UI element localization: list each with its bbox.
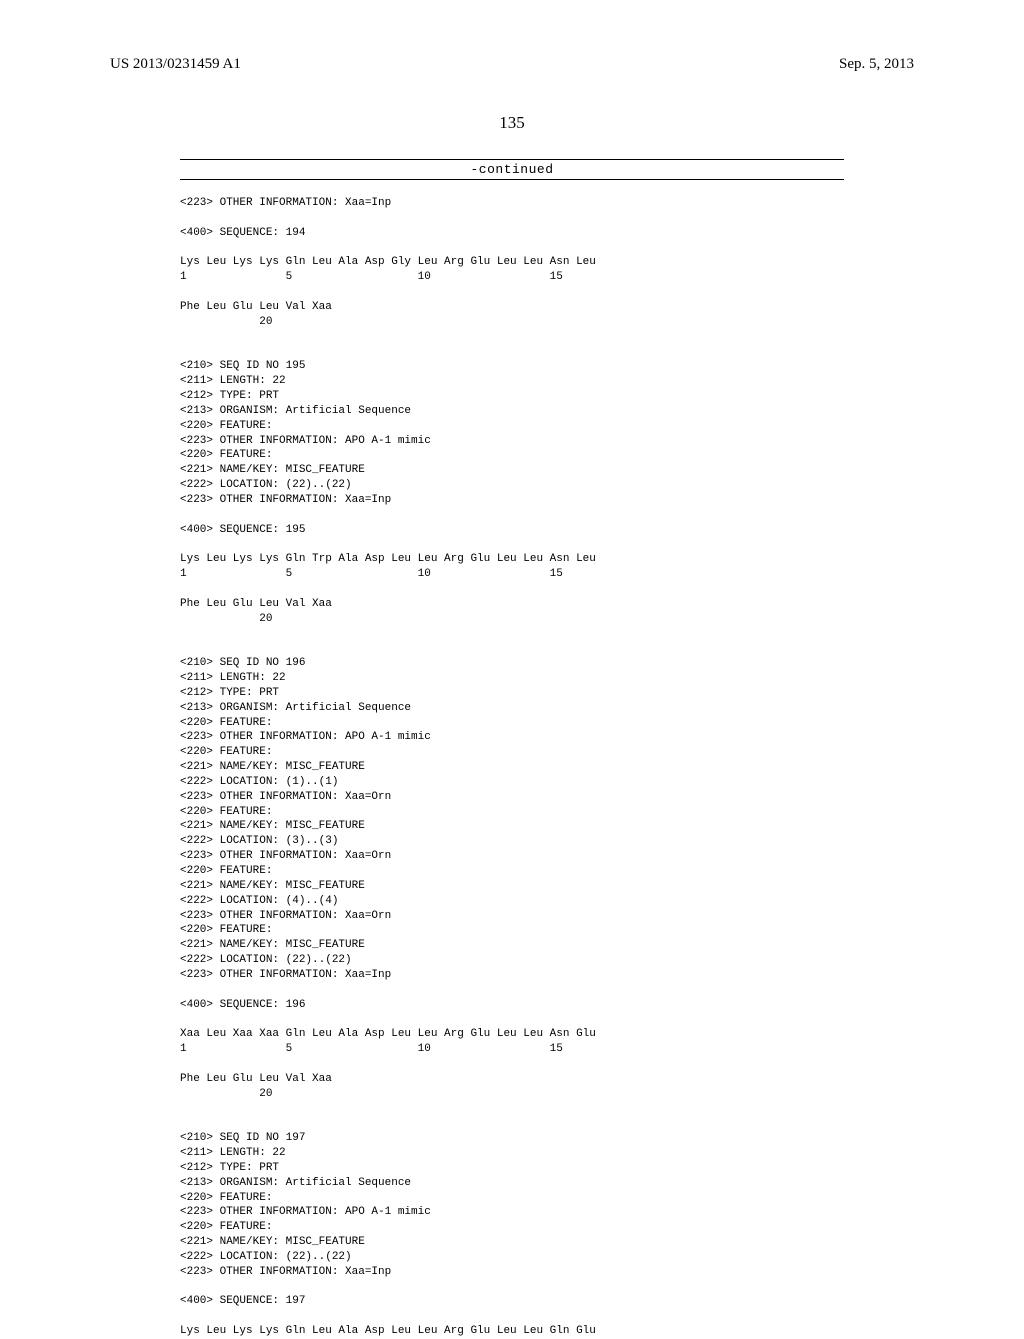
continued-label: -continued [180, 159, 844, 180]
seq-196-meta: <223> OTHER INFORMATION: APO A-1 mimic [180, 731, 431, 743]
seq-196-meta: <222> LOCATION: (1)..(1) [180, 776, 338, 788]
seq-195-meta: <223> OTHER INFORMATION: Xaa=Inp [180, 494, 391, 506]
seq-195-res1: Lys Leu Lys Lys Gln Trp Ala Asp Leu Leu … [180, 553, 596, 565]
seq-196-meta: <211> LENGTH: 22 [180, 672, 286, 684]
seq-194-num1: 1 5 10 15 [180, 271, 563, 283]
seq-196-label: <400> SEQUENCE: 196 [180, 999, 305, 1011]
seq-195-meta: <220> FEATURE: [180, 420, 272, 432]
seq-195-num2: 20 [180, 613, 272, 625]
page-header: US 2013/0231459 A1 Sep. 5, 2013 [110, 56, 914, 73]
page-number: 135 [110, 113, 914, 133]
seq-194-pre: <223> OTHER INFORMATION: Xaa=Inp [180, 197, 391, 209]
seq-194-res2: Phe Leu Glu Leu Val Xaa [180, 301, 332, 313]
seq-197-meta: <223> OTHER INFORMATION: APO A-1 mimic [180, 1206, 431, 1218]
seq-195-num1: 1 5 10 15 [180, 568, 563, 580]
seq-197-meta: <223> OTHER INFORMATION: Xaa=Inp [180, 1266, 391, 1278]
seq-197-meta: <220> FEATURE: [180, 1221, 272, 1233]
seq-196-meta: <220> FEATURE: [180, 717, 272, 729]
seq-196-meta: <221> NAME/KEY: MISC_FEATURE [180, 880, 365, 892]
seq-196-meta: <223> OTHER INFORMATION: Xaa=Orn [180, 850, 391, 862]
seq-196-meta: <223> OTHER INFORMATION: Xaa=Inp [180, 969, 391, 981]
seq-196-meta: <220> FEATURE: [180, 746, 272, 758]
seq-194-num2: 20 [180, 316, 272, 328]
seq-195-meta: <212> TYPE: PRT [180, 390, 279, 402]
seq-196-meta: <220> FEATURE: [180, 865, 272, 877]
seq-196-meta: <222> LOCATION: (4)..(4) [180, 895, 338, 907]
seq-197-meta: <211> LENGTH: 22 [180, 1147, 286, 1159]
seq-195-meta: <221> NAME/KEY: MISC_FEATURE [180, 464, 365, 476]
seq-196-num1: 1 5 10 15 [180, 1043, 563, 1055]
seq-195-meta: <210> SEQ ID NO 195 [180, 360, 305, 372]
seq-197-label: <400> SEQUENCE: 197 [180, 1295, 305, 1307]
seq-196-meta: <220> FEATURE: [180, 924, 272, 936]
seq-196-meta: <210> SEQ ID NO 196 [180, 657, 305, 669]
seq-196-num2: 20 [180, 1088, 272, 1100]
seq-195-meta: <223> OTHER INFORMATION: APO A-1 mimic [180, 435, 431, 447]
seq-195-meta: <211> LENGTH: 22 [180, 375, 286, 387]
seq-197-meta: <210> SEQ ID NO 197 [180, 1132, 305, 1144]
seq-197-meta: <213> ORGANISM: Artificial Sequence [180, 1177, 411, 1189]
patent-page: US 2013/0231459 A1 Sep. 5, 2013 135 -con… [0, 0, 1024, 1320]
seq-197-meta: <212> TYPE: PRT [180, 1162, 279, 1174]
seq-197-meta: <221> NAME/KEY: MISC_FEATURE [180, 1236, 365, 1248]
seq-196-meta: <223> OTHER INFORMATION: Xaa=Orn [180, 910, 391, 922]
seq-196-meta: <220> FEATURE: [180, 806, 272, 818]
publication-number: US 2013/0231459 A1 [110, 56, 241, 73]
seq-194-label: <400> SEQUENCE: 194 [180, 227, 305, 239]
seq-197-meta: <220> FEATURE: [180, 1192, 272, 1204]
seq-196-res2: Phe Leu Glu Leu Val Xaa [180, 1073, 332, 1085]
seq-196-meta: <221> NAME/KEY: MISC_FEATURE [180, 761, 365, 773]
seq-195-meta: <213> ORGANISM: Artificial Sequence [180, 405, 411, 417]
seq-196-res1: Xaa Leu Xaa Xaa Gln Leu Ala Asp Leu Leu … [180, 1028, 596, 1040]
seq-195-meta: <220> FEATURE: [180, 449, 272, 461]
sequence-listing: <223> OTHER INFORMATION: Xaa=Inp <400> S… [180, 196, 914, 1339]
seq-196-meta: <222> LOCATION: (3)..(3) [180, 835, 338, 847]
seq-196-meta: <212> TYPE: PRT [180, 687, 279, 699]
seq-194-res1: Lys Leu Lys Lys Gln Leu Ala Asp Gly Leu … [180, 256, 596, 268]
seq-196-meta: <223> OTHER INFORMATION: Xaa=Orn [180, 791, 391, 803]
seq-195-meta: <222> LOCATION: (22)..(22) [180, 479, 352, 491]
publication-date: Sep. 5, 2013 [839, 56, 914, 73]
seq-196-meta: <222> LOCATION: (22)..(22) [180, 954, 352, 966]
seq-197-meta: <222> LOCATION: (22)..(22) [180, 1251, 352, 1263]
seq-197-res1: Lys Leu Lys Lys Gln Leu Ala Asp Leu Leu … [180, 1325, 596, 1337]
seq-195-label: <400> SEQUENCE: 195 [180, 524, 305, 536]
seq-196-meta: <213> ORGANISM: Artificial Sequence [180, 702, 411, 714]
seq-196-meta: <221> NAME/KEY: MISC_FEATURE [180, 820, 365, 832]
seq-196-meta: <221> NAME/KEY: MISC_FEATURE [180, 939, 365, 951]
seq-195-res2: Phe Leu Glu Leu Val Xaa [180, 598, 332, 610]
